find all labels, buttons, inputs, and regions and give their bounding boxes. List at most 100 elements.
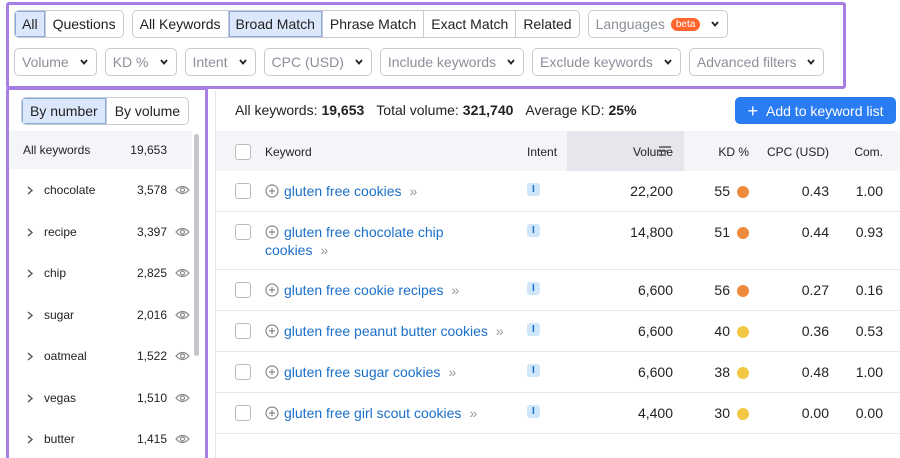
group-count: 3,397 [136,224,167,239]
table-row: gluten free chocolate chip cookies» I 14,8… [216,212,900,270]
intent-badge: I [527,224,540,237]
add-icon [265,365,279,379]
column-header[interactable]: Intent [527,145,558,159]
keyword-link[interactable]: gluten free girl scout cookies [284,405,462,421]
chevron-icon [80,59,88,65]
checkbox[interactable] [235,224,251,240]
checkbox[interactable] [235,282,251,298]
table-row: gluten free girl scout cookies » I 4,400 30 0… [216,393,900,434]
summary-value: 19,653 [321,102,365,118]
volume: 22,200 [630,183,673,199]
group-item[interactable]: sugar 2,016 [9,295,192,336]
group-item[interactable]: chocolate 3,578 [9,170,192,211]
expand-arrows: » [495,323,504,339]
toggle-option[interactable]: By number [22,98,107,124]
languages-dropdown[interactable]: Languages beta [587,10,729,38]
match-tab[interactable]: Exact Match [424,11,517,37]
highlight-frame [6,87,208,458]
expand-arrows: » [469,405,478,421]
tab[interactable]: Questions [52,16,116,32]
filter-dropdown[interactable]: CPC (USD) [263,48,372,76]
toolbar: All Questions All Keywords Broad Match Phras… [14,10,729,38]
checkbox[interactable] [235,323,251,339]
summary-item: All keywords: 19,653 [235,102,364,118]
expand-arrows: » [451,282,460,298]
column-header[interactable]: Com. [854,145,883,159]
keyword-link[interactable]: gluten free peanut butter cookies [284,323,488,339]
checkbox[interactable] [235,405,251,421]
column-header[interactable]: CPC (USD) [767,145,829,159]
tab-group: All Questions [14,10,124,38]
beta-badge: beta [670,17,701,31]
table-row: gluten free cookie recipes » I 6,600 56 0.27 0… [216,270,900,311]
dropdown-label: CPC (USD) [271,54,344,70]
keyword-link[interactable]: gluten free sugar cookies [284,364,441,380]
chevron-icon [711,21,720,27]
filter-dropdown[interactable]: Advanced filters [688,48,825,76]
groups-panel: By number By volume All keywords 19,653 choc… [9,90,202,458]
summary-label: Total volume: [376,102,459,118]
toggle-option[interactable]: By volume [114,103,181,119]
checkbox[interactable] [235,364,251,380]
kd-dot [737,285,749,297]
group-item[interactable]: vegas 1,510 [9,378,192,419]
add-icon [265,225,279,239]
match-tab[interactable]: Phrase Match [323,11,425,37]
group-item[interactable]: oatmeal 1,522 [9,336,192,377]
keyword-link[interactable]: gluten free cookie recipes [284,282,444,298]
dropdown-label: Advanced filters [696,54,797,70]
cpc: 0.00 [801,405,829,421]
kd-dot [737,408,749,420]
com: 0.16 [855,282,883,298]
match-tab[interactable]: All Keywords [133,11,229,37]
plus-icon: + [747,100,758,121]
column-header[interactable]: Keyword [265,145,312,159]
group-count: 1,522 [136,349,167,363]
match-tab[interactable]: Related [523,16,572,32]
table-row: gluten free cookies » I 22,200 55 0.43 1.00 [216,171,900,212]
com: 1.00 [855,364,883,380]
button-label: Add to keyword list [766,102,884,119]
group-item[interactable]: butter 1,415 [9,419,192,458]
add-to-list-button[interactable]: + Add to keyword list [735,97,896,124]
volume: 6,600 [637,282,673,298]
scrollbar [194,134,199,356]
column-header[interactable]: KD % [718,145,749,159]
kd-dot [737,367,749,379]
group-item[interactable]: chip 2,825 [9,253,192,294]
table-row: gluten free sugar cookies » I 6,600 38 0.48 1.… [216,352,900,393]
keyword-link[interactable]: gluten free chocolate chip cookies [265,224,444,258]
keyword-link[interactable]: gluten free cookies [284,183,402,199]
expand-arrows: » [448,364,457,380]
group-count: 19,653 [130,143,167,157]
filter-dropdown[interactable]: Include keywords [379,48,525,76]
group-label: oatmeal [44,349,87,363]
group-label: chip [44,266,67,280]
filter-dropdown[interactable]: Exclude keywords [532,48,681,76]
highlight-frame [6,2,846,89]
keyword-cell: gluten free peanut butter cookies » [265,311,505,340]
group-label: butter [44,432,75,446]
expand-icon [27,186,34,195]
dropdown-label: Volume [22,54,69,70]
expand-arrows: » [409,183,418,199]
summary-item: Total volume: 321,740 [376,102,513,118]
checkbox[interactable] [235,144,251,160]
filter-dropdown[interactable]: Intent [184,48,256,76]
expand-icon [27,310,34,320]
dropdown-label: Include keywords [387,54,497,70]
dropdown-label: Exclude keywords [540,54,653,70]
checkbox[interactable] [235,183,251,199]
com: 1.00 [855,183,883,199]
group-item[interactable]: recipe 3,397 [9,212,192,253]
expand-icon [27,269,34,278]
filter-dropdown[interactable]: KD % [104,48,177,76]
filter-dropdown[interactable]: Volume [14,48,97,76]
chevron-icon [507,59,515,65]
match-tab[interactable]: Broad Match [228,11,323,37]
tab[interactable]: All [15,11,46,37]
sort-icon [659,146,671,156]
group-count: 2,016 [136,307,167,322]
eye-icon [175,185,190,195]
